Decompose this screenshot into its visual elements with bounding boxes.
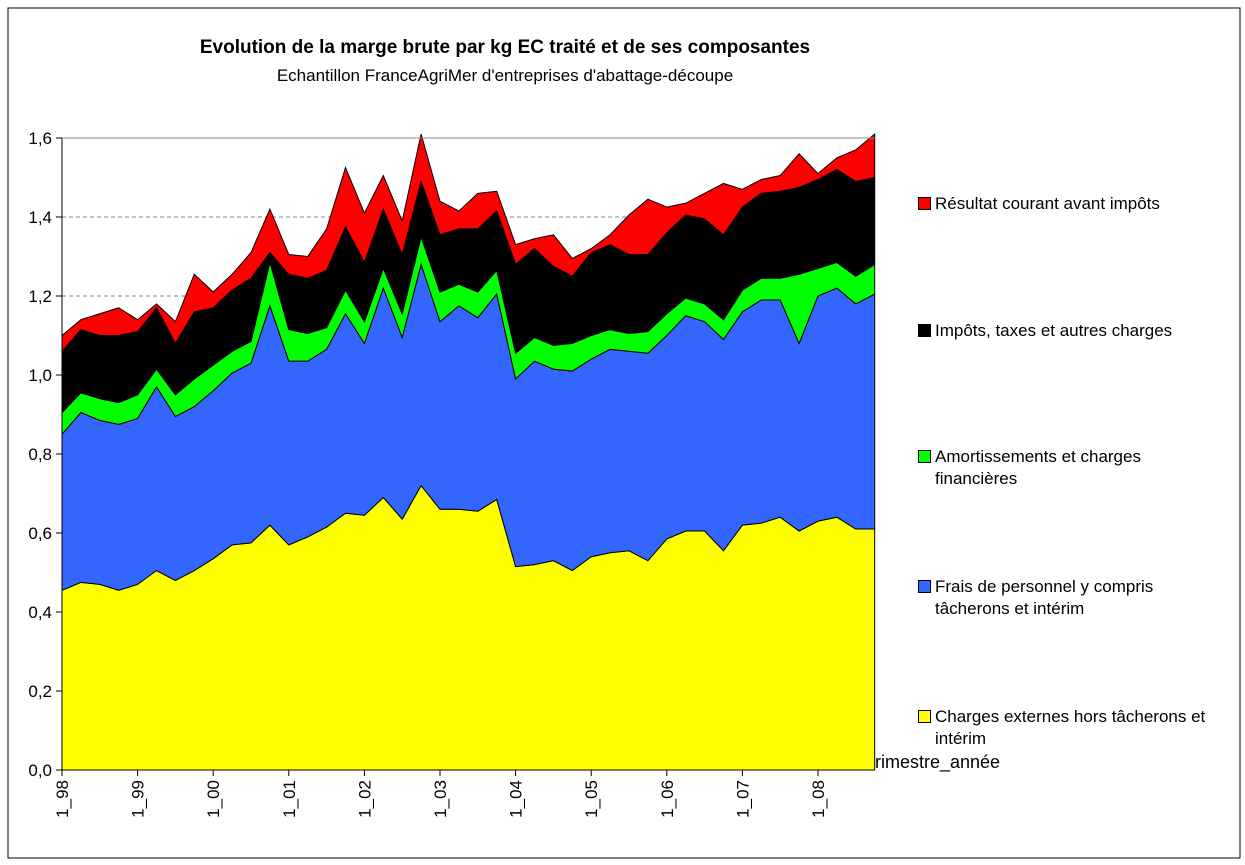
legend-item: Charges externes hors tâcherons et intér… (918, 706, 1245, 750)
y-tick-label: 1,4 (28, 208, 52, 227)
x-tick-label: 1_03 (431, 780, 450, 818)
legend-label: Résultat courant avant impôts (935, 194, 1160, 213)
x-tick-label: 1_06 (658, 780, 677, 818)
legend-item: Impôts, taxes et autres charges (918, 320, 1245, 342)
y-tick-label: 0,4 (28, 603, 52, 622)
y-tick-label: 0,0 (28, 761, 52, 780)
x-tick-label: 1_08 (809, 780, 828, 818)
x-axis-title: trimestre_année (870, 752, 1000, 773)
legend-item: Frais de personnel y compris tâcherons e… (918, 576, 1245, 620)
y-tick-label: 0,2 (28, 682, 52, 701)
y-tick-label: 0,6 (28, 524, 52, 543)
y-tick-label: 1,2 (28, 287, 52, 306)
legend-label: Charges externes hors tâcherons et intér… (935, 707, 1206, 748)
area (61, 132, 876, 353)
legend-swatch (918, 324, 931, 337)
y-tick-label: 0,8 (28, 445, 52, 464)
x-tick-label: 1_00 (204, 780, 223, 818)
x-tick-label: 1_02 (355, 780, 374, 818)
legend-item: Amortissements et charges financières (918, 446, 1245, 490)
legend-swatch (918, 450, 931, 463)
legend-item: Résultat courant avant impôts (918, 193, 1245, 215)
chart-subtitle: Echantillon FranceAgriMer d'entreprises … (277, 66, 733, 85)
x-tick-label: 1_99 (129, 780, 148, 818)
legend-label: Amortissements et charges financières (935, 447, 1141, 488)
y-tick-label: 1,0 (28, 366, 52, 385)
y-tick-label: 1,6 (28, 129, 52, 148)
x-tick-label: 1_98 (53, 780, 72, 818)
x-tick-label: 1_01 (280, 780, 299, 818)
legend-swatch (918, 580, 931, 593)
x-tick-label: 1_04 (507, 780, 526, 818)
chart-title: Evolution de la marge brute par kg EC tr… (200, 37, 810, 58)
x-tick-label: 1_07 (733, 780, 752, 818)
legend-swatch (918, 197, 931, 210)
legend-swatch (918, 710, 931, 723)
legend-label: Frais de personnel y compris tâcherons e… (935, 577, 1154, 618)
legend-label: Impôts, taxes et autres charges (935, 321, 1173, 340)
x-tick-label: 1_05 (582, 780, 601, 818)
